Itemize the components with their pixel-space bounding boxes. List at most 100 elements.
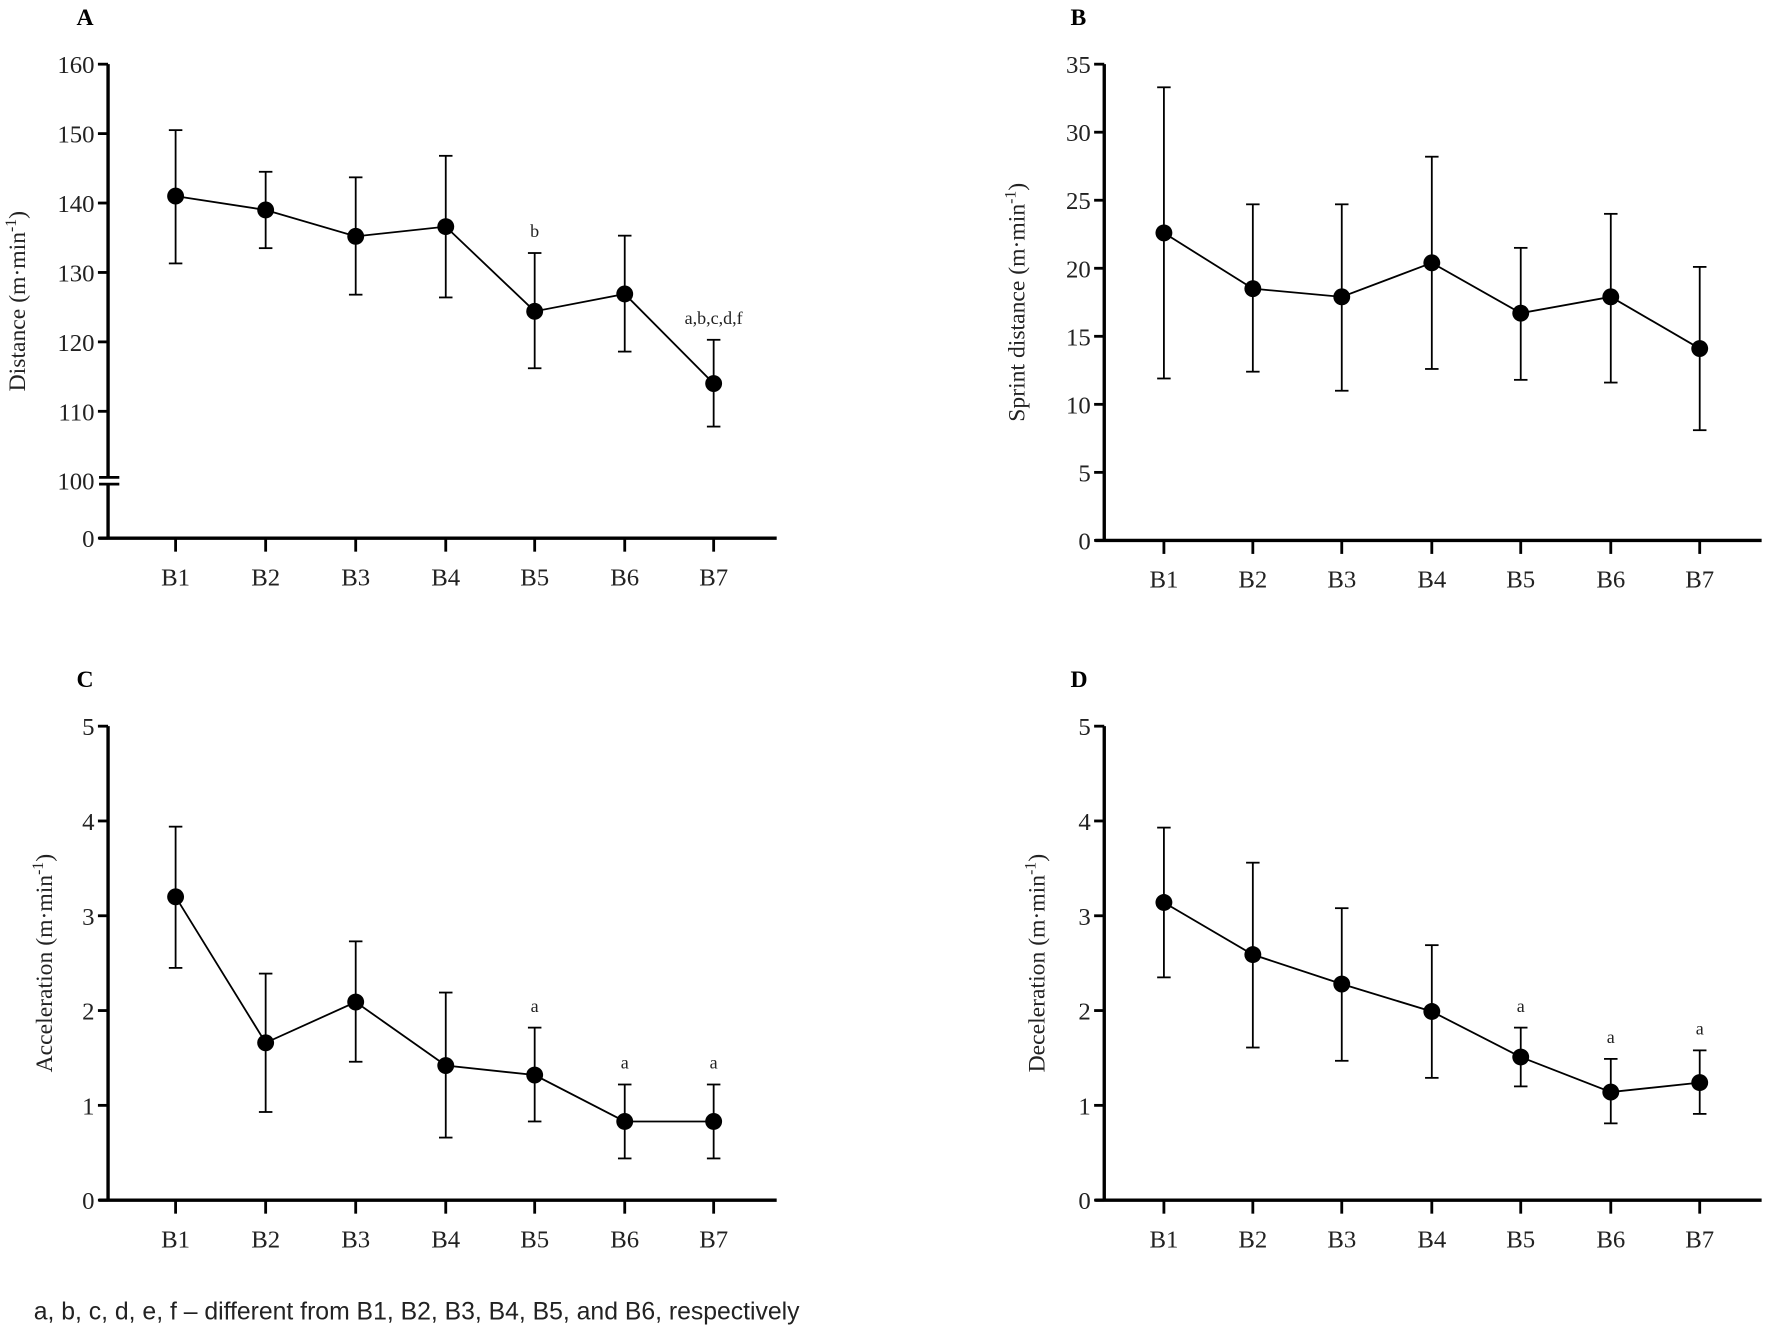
data-point [347, 993, 365, 1011]
data-point [705, 1113, 723, 1130]
panel-letter: A [77, 5, 94, 31]
x-tick-label: B1 [1149, 1226, 1178, 1253]
series-line [174, 896, 714, 1123]
y-tick-label: 2 [82, 999, 94, 1026]
data-point [257, 201, 275, 219]
data-point [167, 187, 185, 205]
data-point [347, 227, 365, 245]
data-point [1423, 1003, 1441, 1020]
x-tick-label: B2 [251, 564, 280, 591]
y-axis-label-end: ) [5, 211, 31, 219]
x-tick-label: B5 [520, 1226, 549, 1253]
y-tick-label: 1 [82, 1093, 94, 1120]
x-tick-label: B4 [1417, 567, 1446, 594]
x-tick-label: B4 [431, 1226, 460, 1253]
y-tick-label: 3 [82, 904, 94, 931]
y-axis-label-sup: -1 [3, 219, 20, 232]
x-tick-label: B6 [1596, 1226, 1625, 1253]
significance-annotation: a [1607, 1027, 1615, 1047]
y-tick-label: 3 [1078, 904, 1090, 931]
data-point [1423, 254, 1441, 272]
y-axis-label: Acceleration (m·min-1) [30, 854, 58, 1072]
y-axis-label: Distance (m·min-1) [3, 211, 31, 391]
y-tick-label: 5 [1078, 714, 1090, 741]
y-tick-label: 130 [57, 260, 94, 287]
y-tick-label: 120 [57, 330, 94, 357]
y-tick-label: 10 [1066, 392, 1091, 419]
data-point [1155, 894, 1173, 911]
x-tick-label: B6 [610, 564, 639, 591]
y-tick-label: 4 [1078, 809, 1090, 836]
x-tick-label: B7 [1685, 1226, 1714, 1253]
footnote: a, b, c, d, e, f – different from B1, B2… [34, 1298, 800, 1325]
y-tick-label: 1 [1078, 1093, 1090, 1120]
data-point [1244, 280, 1262, 298]
y-tick-label: 4 [82, 809, 94, 836]
x-tick-label: B3 [341, 564, 370, 591]
x-tick-label: B2 [251, 1226, 280, 1253]
x-tick-label: B6 [1596, 567, 1625, 594]
x-tick-label: B1 [161, 564, 190, 591]
y-axis-label-end: ) [1004, 183, 1030, 191]
data-point [1691, 340, 1709, 357]
data-point [167, 888, 185, 906]
data-point [1333, 288, 1351, 306]
y-tick-label: 35 [1066, 52, 1091, 79]
data-point [1244, 946, 1262, 964]
x-tick-label: B5 [1506, 567, 1535, 594]
y-tick-label: 140 [57, 191, 94, 218]
y-axis-label-end: ) [32, 854, 58, 862]
y-axis-label: Deceleration (m·min-1) [1023, 854, 1051, 1072]
y-axis-label: Sprint distance (m·min-1) [1002, 183, 1030, 422]
data-point [1155, 224, 1173, 242]
significance-annotation: a [531, 996, 539, 1016]
x-tick-label: B4 [1417, 1226, 1446, 1253]
y-tick-label: 2 [1078, 999, 1090, 1026]
y-axis-label-sup: -1 [30, 862, 47, 875]
data-point [526, 1066, 544, 1084]
panel-c: C 0 1 2 3 4 5 B1 B2 B3 B4 B5 B6 B7 Acceleration (m·min… [30, 667, 777, 1253]
y-tick-label: 100 [57, 469, 94, 496]
y-tick-label: 5 [82, 714, 94, 741]
x-tick-label: B6 [610, 1226, 639, 1253]
y-tick-label: 5 [1078, 460, 1090, 487]
data-point [437, 1057, 455, 1074]
x-tick-label: B1 [161, 1226, 190, 1253]
y-tick-label: 110 [58, 399, 94, 426]
y-tick-label: 0 [82, 1188, 94, 1215]
data-point [1691, 1074, 1709, 1092]
panel-letter: D [1070, 667, 1087, 693]
y-axis-label-sup: -1 [1023, 862, 1040, 875]
panel-letter: C [77, 667, 94, 693]
data-point [1512, 1048, 1530, 1066]
y-tick-label: 30 [1066, 120, 1091, 147]
panel-b: B 0 5 10 15 20 25 30 35 B1 B2 B3 B4 B5 B6 B7 Sprint dist… [1002, 5, 1762, 594]
significance-annotation: a [1517, 996, 1525, 1016]
y-axis-label-main: Acceleration (m·min [32, 875, 58, 1073]
x-tick-label: B5 [1506, 1226, 1535, 1253]
data-point [705, 375, 723, 392]
data-point [257, 1034, 275, 1052]
y-tick-label: 150 [57, 122, 94, 149]
y-axis-label-main: Sprint distance (m·min [1004, 204, 1030, 422]
data-point [437, 218, 455, 236]
significance-annotation: b [530, 221, 539, 241]
significance-annotation: a [621, 1053, 629, 1073]
data-point [1333, 975, 1351, 993]
panel-a: A 0 100 110 120 130 140 150 160 B1 B2 B3 B4 B5 B6 B7 Dis… [3, 5, 777, 591]
y-axis-label-end: ) [1025, 854, 1051, 862]
significance-annotation: a [1696, 1019, 1704, 1039]
x-tick-label: B1 [1149, 567, 1178, 594]
x-tick-label: B3 [1327, 567, 1356, 594]
y-tick-label: 0 [1078, 1188, 1090, 1215]
y-tick-label: 20 [1066, 256, 1091, 283]
y-axis-label-main: Distance (m·min [5, 232, 31, 392]
x-tick-label: B2 [1238, 567, 1267, 594]
data-point [1512, 304, 1530, 322]
y-tick-label: 0 [1078, 528, 1090, 555]
y-tick-label: 160 [57, 52, 94, 79]
data-point [1602, 288, 1620, 306]
x-tick-label: B2 [1238, 1226, 1267, 1253]
y-tick-label: 25 [1066, 188, 1091, 215]
